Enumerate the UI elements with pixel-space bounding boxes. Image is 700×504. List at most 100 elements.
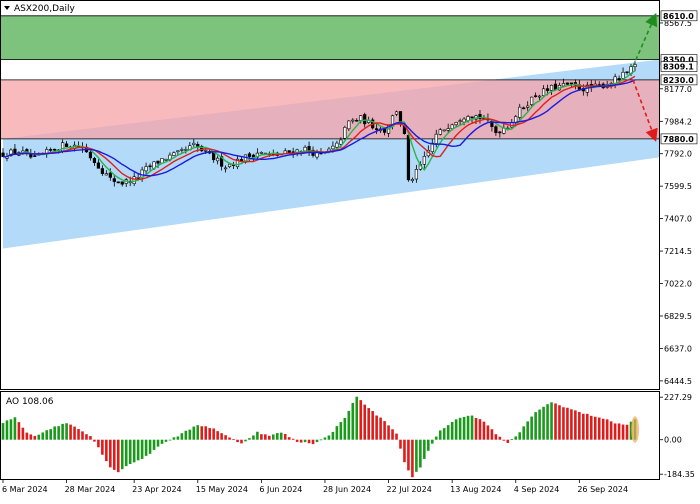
candle-body xyxy=(120,181,124,185)
candle-body xyxy=(541,88,546,96)
ao-bar xyxy=(617,423,621,440)
candle-body xyxy=(454,122,458,126)
ao-bar xyxy=(387,425,390,440)
ao-bar xyxy=(566,407,569,440)
ao-bar xyxy=(244,439,247,442)
ao-bar xyxy=(383,421,386,440)
ao-bar xyxy=(395,433,398,440)
ao-bar xyxy=(260,434,263,440)
ao-bar xyxy=(506,439,510,443)
menu-triangle-icon[interactable] xyxy=(4,6,10,10)
candle-body xyxy=(49,149,53,151)
ao-bar xyxy=(275,433,279,440)
x-tick-label: 23 Apr 2024 xyxy=(132,485,181,494)
candle-body xyxy=(534,95,538,98)
ao-bar xyxy=(490,429,494,440)
candle-body xyxy=(382,128,387,133)
candle-body xyxy=(470,116,474,119)
ao-bar xyxy=(232,439,235,441)
ao-bar xyxy=(586,413,589,440)
candle-body xyxy=(192,142,196,146)
price-level-label: 7880.0 xyxy=(663,135,694,144)
ao-bar xyxy=(423,439,426,459)
ao-bar xyxy=(625,424,629,440)
y-tick-label: 6637.0 xyxy=(664,344,692,353)
ao-bar xyxy=(49,429,52,440)
ao-bar xyxy=(514,436,518,440)
ao-bar xyxy=(156,439,160,447)
ao-bar xyxy=(41,432,45,440)
candle-body xyxy=(514,116,518,123)
candle-body xyxy=(116,181,120,184)
ao-bar xyxy=(224,435,227,440)
ao-bar xyxy=(609,421,613,440)
ao-bar xyxy=(331,431,335,440)
ao-bar xyxy=(363,404,367,440)
ao-bar xyxy=(264,434,267,440)
ao-bar xyxy=(132,439,136,463)
ao-bar xyxy=(601,418,605,440)
candle-body xyxy=(335,142,339,148)
candle-body xyxy=(343,127,347,139)
ao-bar xyxy=(319,439,323,441)
ao-bar xyxy=(446,425,450,440)
candle-body xyxy=(216,157,220,162)
ao-bar xyxy=(538,409,541,440)
candle-body xyxy=(164,158,168,161)
ao-bar xyxy=(291,438,295,440)
ao-bar xyxy=(53,426,56,440)
ao-bar xyxy=(228,437,231,440)
ao-bar xyxy=(343,417,347,440)
candle-body xyxy=(625,71,629,74)
ao-bar xyxy=(168,439,172,441)
candle-body xyxy=(108,172,112,178)
candle-body xyxy=(247,153,252,157)
ao-last-bar-highlight xyxy=(631,416,639,443)
y-tick-label: 7407.0 xyxy=(664,215,692,224)
zone-target-up xyxy=(1,15,659,60)
ao-bar xyxy=(411,439,414,478)
ao-bar xyxy=(105,439,108,462)
candle-body xyxy=(522,107,526,110)
ao-bar xyxy=(256,431,259,440)
ao-bar xyxy=(582,413,585,440)
candle-body xyxy=(287,150,291,153)
candle-body xyxy=(96,162,100,169)
candle-body xyxy=(518,106,522,118)
ao-bar xyxy=(518,432,522,440)
ao-bar xyxy=(101,439,104,455)
ao-bar xyxy=(283,434,287,440)
candle-body xyxy=(13,148,17,155)
x-tick-label: 13 Aug 2024 xyxy=(450,485,501,494)
ao-bar xyxy=(589,415,593,440)
ao-bar xyxy=(558,405,561,440)
ao-bar xyxy=(438,430,442,440)
ao-bar xyxy=(196,425,200,440)
x-tick-label: 6 Jun 2024 xyxy=(259,485,302,494)
candle-body xyxy=(446,128,450,131)
ind-y-tick-label: 0.00 xyxy=(664,436,682,445)
candle-body xyxy=(307,146,311,152)
ao-bar xyxy=(45,430,49,440)
candle-body xyxy=(176,150,180,153)
ao-bar xyxy=(613,423,617,440)
ao-bar xyxy=(57,426,60,440)
ao-bar xyxy=(570,409,573,440)
ao-bar xyxy=(419,439,422,468)
ao-bar xyxy=(172,437,176,440)
ao-bar xyxy=(77,429,80,440)
ao-bar xyxy=(574,410,577,440)
ao-bar xyxy=(593,416,597,440)
candle-body xyxy=(442,129,446,132)
ao-bar xyxy=(430,439,434,444)
candle-body xyxy=(422,156,426,165)
ao-bar xyxy=(184,430,188,440)
ao-bar xyxy=(482,421,486,440)
candle-body xyxy=(112,178,116,182)
x-tick-label: 28 Mar 2024 xyxy=(65,485,116,494)
ao-bar xyxy=(97,439,100,448)
ao-bar xyxy=(109,439,112,468)
ao-bar xyxy=(9,419,13,440)
ao-bar xyxy=(458,417,462,440)
candle-body xyxy=(359,115,363,121)
